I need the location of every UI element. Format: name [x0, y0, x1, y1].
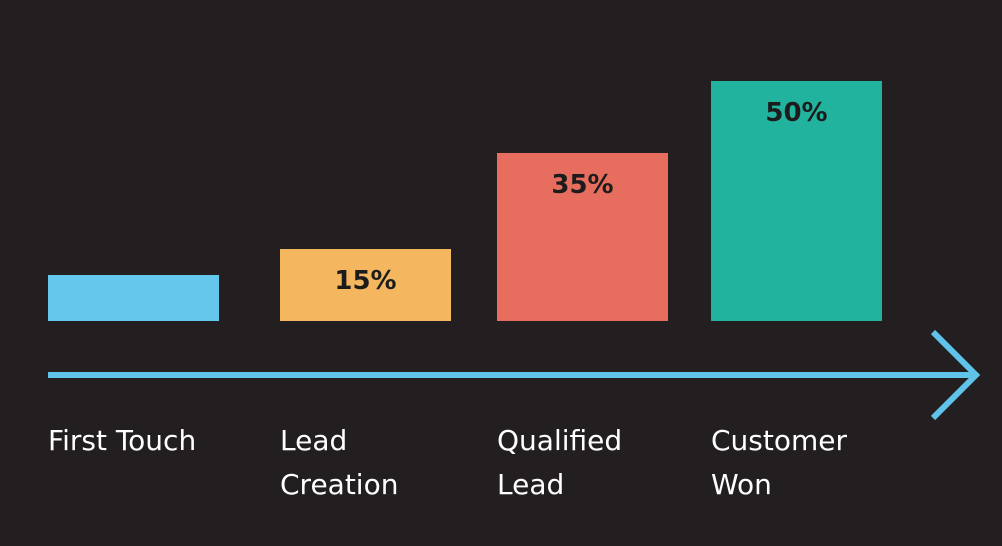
category-label-2-line-1: Lead [497, 468, 564, 501]
bar-2 [497, 153, 668, 321]
category-label-1-line-0: Lead [280, 424, 347, 457]
bar-value-label-2: 35% [551, 170, 613, 200]
category-label-2-line-0: Qualified [497, 424, 622, 457]
bar-1 [280, 249, 451, 321]
bar-value-label-1: 15% [334, 266, 396, 296]
category-label-0-line-0: First Touch [48, 424, 196, 457]
category-label-1-line-1: Creation [280, 468, 398, 501]
category-label-3-line-1: Won [711, 468, 772, 501]
bar-3 [711, 81, 882, 321]
category-label-3-line-0: Customer [711, 424, 847, 457]
x-axis-arrowhead [930, 329, 981, 421]
bar-value-label-3: 50% [765, 98, 827, 128]
bar-0 [48, 275, 219, 321]
